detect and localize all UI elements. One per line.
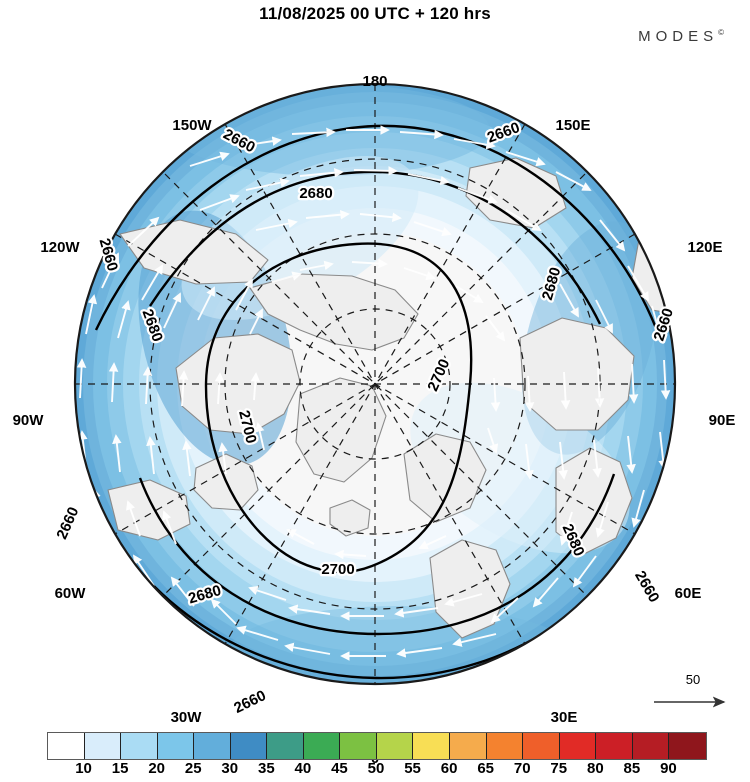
colorbar-tick-label: 30: [221, 760, 239, 777]
colorbar-cell: [84, 733, 122, 759]
longitude-label-150w: 150W: [172, 117, 212, 134]
colorbar-cell: [450, 733, 487, 759]
longitude-label-90e: 90E: [708, 412, 736, 429]
colorbar-cell: [230, 733, 268, 759]
page-title: 11/08/2025 00 UTC + 120 hrs: [259, 4, 491, 23]
longitude-label-180: 180: [362, 73, 388, 90]
colorbar-cell: [596, 733, 633, 759]
colorbar-tick-label: 45: [331, 760, 348, 777]
colorbar-cell: [413, 733, 451, 759]
colorbar-tick-label: 70: [513, 760, 531, 777]
colorbar-tick-label: 35: [257, 760, 275, 777]
scale-value: 50: [685, 672, 701, 687]
contour-label: 2660: [231, 687, 268, 717]
colorbar-cells: [47, 732, 707, 760]
longitude-label-60w: 60W: [54, 585, 86, 602]
colorbar-cell: [267, 733, 304, 759]
colorbar-cell: [194, 733, 231, 759]
colorbar-tick-label: 75: [550, 760, 568, 777]
colorbar-cell: [523, 733, 560, 759]
graticule: [75, 84, 675, 684]
longitude-label-30w: 30W: [170, 709, 202, 726]
contour-label: 2680: [299, 185, 332, 202]
colorbar-tick-label: 60: [440, 760, 458, 777]
contour-label: 2700: [321, 561, 354, 578]
colorbar: 10 15 20 25 30 35 40 45 50 55 60 65 70 75 80 85 90: [0, 726, 750, 782]
colorbar-tick-label: 80: [586, 760, 604, 777]
colorbar-cell: [486, 733, 524, 759]
colorbar-tick-label: 40: [294, 760, 312, 777]
wind-vectors: [76, 125, 671, 661]
colorbar-cell: [669, 733, 706, 759]
colorbar-cell: [157, 733, 195, 759]
longitude-label-30e: 30E: [550, 709, 578, 726]
wind-scale-reference: 50: [648, 672, 738, 712]
logo-text: MODES: [638, 28, 719, 45]
colorbar-cell: [48, 733, 85, 759]
colorbar-cell: [303, 733, 341, 759]
colorbar-tick-label: 15: [111, 760, 129, 777]
colorbar-tick-label: 25: [184, 760, 202, 777]
colorbar-tick-label: 10: [75, 760, 92, 777]
colorbar-cell: [559, 733, 597, 759]
globe-outline: [73, 82, 677, 686]
colorbar-cell: [632, 733, 670, 759]
copyright-mark: ©: [718, 28, 724, 37]
contour-label-halo: 2700: [321, 561, 354, 578]
contour-label: 2660: [631, 568, 662, 605]
colorbar-cell: [121, 733, 158, 759]
colorbar-ticks: 10 15 20 25 30 35 40 45 50 55 60 65 70 75 80 85 90: [0, 760, 750, 782]
colorbar-tick-label: 50: [367, 760, 385, 777]
longitude-label-150e: 150E: [555, 117, 591, 134]
colorbar-tick-label: 65: [477, 760, 494, 777]
polar-map: 2660 2660 2660 2660 2660 2660 2660 2660 2660 2660…: [0, 38, 750, 767]
contour-label-halo: 2680: [299, 185, 332, 202]
modes-logo: MODES©: [638, 28, 724, 45]
longitude-label-90w: 90W: [12, 412, 44, 429]
colorbar-cell: [340, 733, 377, 759]
contour-label: 2660: [53, 504, 82, 541]
colorbar-tick-label: 85: [623, 760, 641, 777]
colorbar-tick-label: 90: [660, 760, 677, 777]
longitude-label-120e: 120E: [687, 239, 723, 256]
longitude-label-120w: 120W: [40, 239, 80, 256]
scale-arrow-icon: [654, 696, 726, 708]
colorbar-tick-label: 55: [404, 760, 421, 777]
colorbar-cell: [376, 733, 414, 759]
longitude-label-60e: 60E: [674, 585, 702, 602]
colorbar-tick-label: 20: [148, 760, 165, 777]
